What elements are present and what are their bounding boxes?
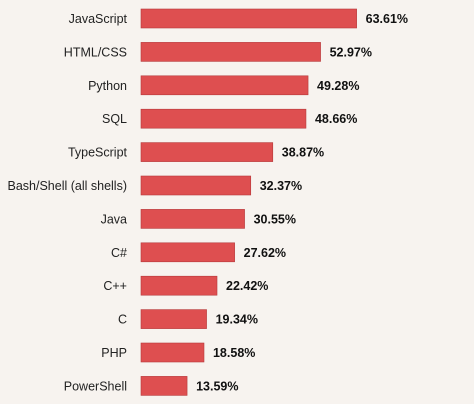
- category-label-bash-shell-all-shells: Bash/Shell (all shells): [8, 179, 128, 193]
- bar-powershell: [140, 376, 188, 396]
- category-label-javascript: JavaScript: [69, 12, 128, 26]
- bar-sql: [140, 108, 307, 129]
- bar-bash-shell-all-shells: [140, 175, 252, 196]
- bar-html-css: [140, 42, 321, 62]
- category-label-java: Java: [101, 212, 127, 226]
- bar-c: [140, 275, 218, 296]
- value-label-typescript: 38.87%: [282, 146, 324, 160]
- bar-php: [140, 342, 205, 363]
- category-label-c: C: [118, 313, 127, 327]
- value-label-sql: 48.66%: [315, 112, 357, 126]
- value-label-html-css: 52.97%: [330, 45, 372, 59]
- value-label-java: 30.55%: [254, 212, 296, 226]
- value-label-c: 27.62%: [244, 246, 286, 260]
- category-label-c: C++: [103, 279, 127, 293]
- category-label-powershell: PowerShell: [64, 379, 127, 393]
- category-label-html-css: HTML/CSS: [64, 45, 127, 59]
- value-label-powershell: 13.59%: [196, 379, 238, 393]
- value-label-bash-shell-all-shells: 32.37%: [260, 179, 302, 193]
- bar-python: [140, 75, 309, 96]
- bar-c: [140, 309, 207, 329]
- value-label-javascript: 63.61%: [366, 12, 408, 26]
- value-label-c: 19.34%: [216, 313, 258, 327]
- bar-javascript: [140, 8, 357, 29]
- bar-typescript: [140, 142, 274, 162]
- category-label-sql: SQL: [102, 112, 127, 126]
- category-label-typescript: TypeScript: [68, 146, 128, 160]
- value-label-php: 18.58%: [213, 346, 255, 360]
- bars: [140, 8, 357, 396]
- value-labels: 63.61% 52.97% 49.28% 48.66% 38.87% 32.37% 30.5…: [196, 12, 408, 393]
- value-label-python: 49.28%: [317, 79, 359, 93]
- category-labels: JavaScript HTML/CSS Python SQL TypeScript Bas…: [8, 12, 128, 393]
- category-label-php: PHP: [101, 346, 127, 360]
- bar-c: [140, 242, 235, 263]
- bar-java: [140, 209, 245, 229]
- value-label-c: 22.42%: [226, 279, 268, 293]
- category-label-python: Python: [88, 79, 127, 93]
- category-label-c: C#: [111, 246, 127, 260]
